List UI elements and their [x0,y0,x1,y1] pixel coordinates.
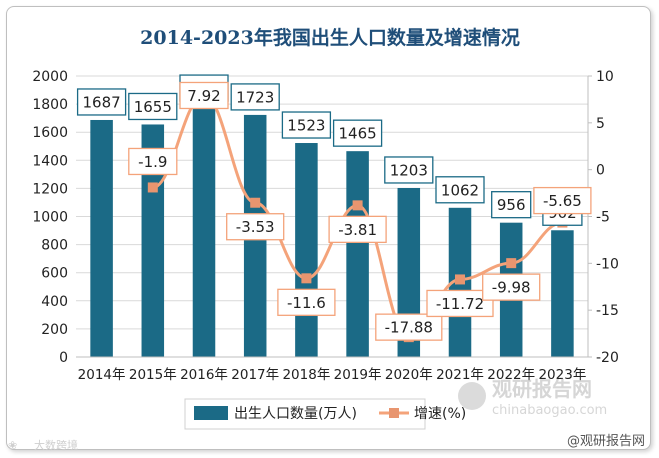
bar-data-label: 1203 [390,161,428,179]
bar [192,106,216,357]
right-tick-label: -10 [596,256,619,272]
chart-title: 2014-2023年我国出生人口数量及增速情况 [140,26,520,49]
left-tick-label: 1400 [32,153,68,169]
line-marker [250,197,261,208]
line-data-label: -9.98 [492,279,531,297]
legend-bar-swatch [194,406,228,420]
x-tick-label: 2020年 [385,367,433,383]
bar-data-label-box [491,191,532,219]
bar [295,143,318,357]
left-tick-label: 400 [41,294,68,310]
left-tick-label: 1600 [32,125,68,141]
legend-bar-label: 出生人口数量(万人) [234,406,357,422]
x-tick-label: 2023年 [538,367,586,383]
bar-data-label-box [332,119,383,147]
line-data-label: -1.9 [138,153,167,171]
left-axis: 0 200 400 600 800 1000 1200 1400 1600 1800 2000 [32,69,68,366]
right-tick-label: 10 [596,69,614,85]
line-marker [301,273,312,284]
bar-data-label: 1465 [339,125,377,143]
line-marker [147,182,158,193]
x-tick-label: 2021年 [436,367,484,383]
bar-data-label-box [128,92,178,121]
line-data-label: -3.53 [236,218,275,236]
line-data-label: -3.81 [338,221,377,239]
x-tick-label: 2016年 [180,367,228,383]
right-axis: -20 -15 -10 -5 0 5 10 [587,69,619,366]
footer-watermark-left: 大数跨境 [34,438,78,452]
bar-data-label: 1723 [236,88,274,106]
watermark-brand: 观研报告网 chinabaogao.com [458,377,607,418]
line-data-label-box [533,186,592,215]
left-tick-label: 0 [59,350,68,366]
left-tick-label: 2000 [32,69,68,85]
bar [346,151,369,357]
legend: 出生人口数量(万人) 增速(%) [184,398,466,430]
bar [90,119,113,357]
x-tick-label: 2019年 [334,367,382,383]
footer-watermark-right: @观研报告网 [567,434,645,449]
left-tick-label: 1000 [32,210,68,226]
left-tick-label: 600 [41,266,68,282]
line-data-label: -11.72 [436,295,484,313]
line-data-label-box [328,215,387,244]
line-data-label-box [277,288,336,316]
line-data-label-box [375,313,443,341]
bar-data-label: 1655 [134,98,172,116]
line-data-label-box [179,81,229,110]
brand-url-text: chinabaogao.com [492,403,607,418]
line-data-labels: -1.9 7.92 -3.53 -11.6 -3.81 -17.88-11.72 -9.98… [128,81,592,341]
x-tick-label: 2014年 [78,367,126,383]
right-tick-label: 5 [596,116,605,132]
line-data-label-box [426,289,494,318]
left-tick-label: 800 [41,238,68,254]
bar-data-label: 1687 [83,93,121,111]
brand-logo-icon [458,382,486,410]
bar-data-label: 1523 [287,117,325,135]
bar-data-label-box [281,111,332,139]
left-tick-label: 1800 [32,97,68,113]
bar-data-label-box [384,156,434,184]
line-data-label: -5.65 [543,192,582,210]
x-tick-label: 2022年 [487,367,535,383]
footer-wechat-icon: ❀ [8,439,17,452]
right-tick-label: -5 [596,210,610,226]
line-marker [455,274,465,285]
legend-line-label: 增速(%) [414,406,466,422]
line-marker [352,200,363,211]
line-data-label-box [226,213,285,241]
line-data-label: 7.92 [187,87,220,105]
bar-data-label: 1062 [441,181,479,199]
bar-series [90,106,574,357]
left-tick-label: 200 [41,322,68,338]
bar [551,230,574,357]
line-marker [506,258,517,269]
right-tick-label: 0 [596,163,605,179]
right-tick-label: -20 [596,350,619,366]
bar-data-label-box [230,83,280,111]
bar-data-label-box [435,176,485,204]
brand-cn-text: 观研报告网 [492,377,592,401]
x-tick-label: 2017年 [231,367,279,383]
line-data-label: -11.6 [287,294,326,312]
line-data-label-box [128,147,178,176]
bar-data-label-box [76,88,127,116]
line-data-label-box [482,273,541,301]
legend-line-marker [389,408,399,418]
x-axis: 2014年 2015年 2016年 2017年 2018年 2019年 2020年 2021年… [76,356,588,383]
left-tick-label: 1200 [32,181,68,197]
x-tick-label: 2015年 [129,367,177,383]
bar [141,124,165,357]
bar-data-label: 956 [497,196,526,214]
x-tick-label: 2018年 [282,367,330,383]
right-tick-label: -15 [596,303,619,319]
line-data-label: -17.88 [385,319,433,337]
